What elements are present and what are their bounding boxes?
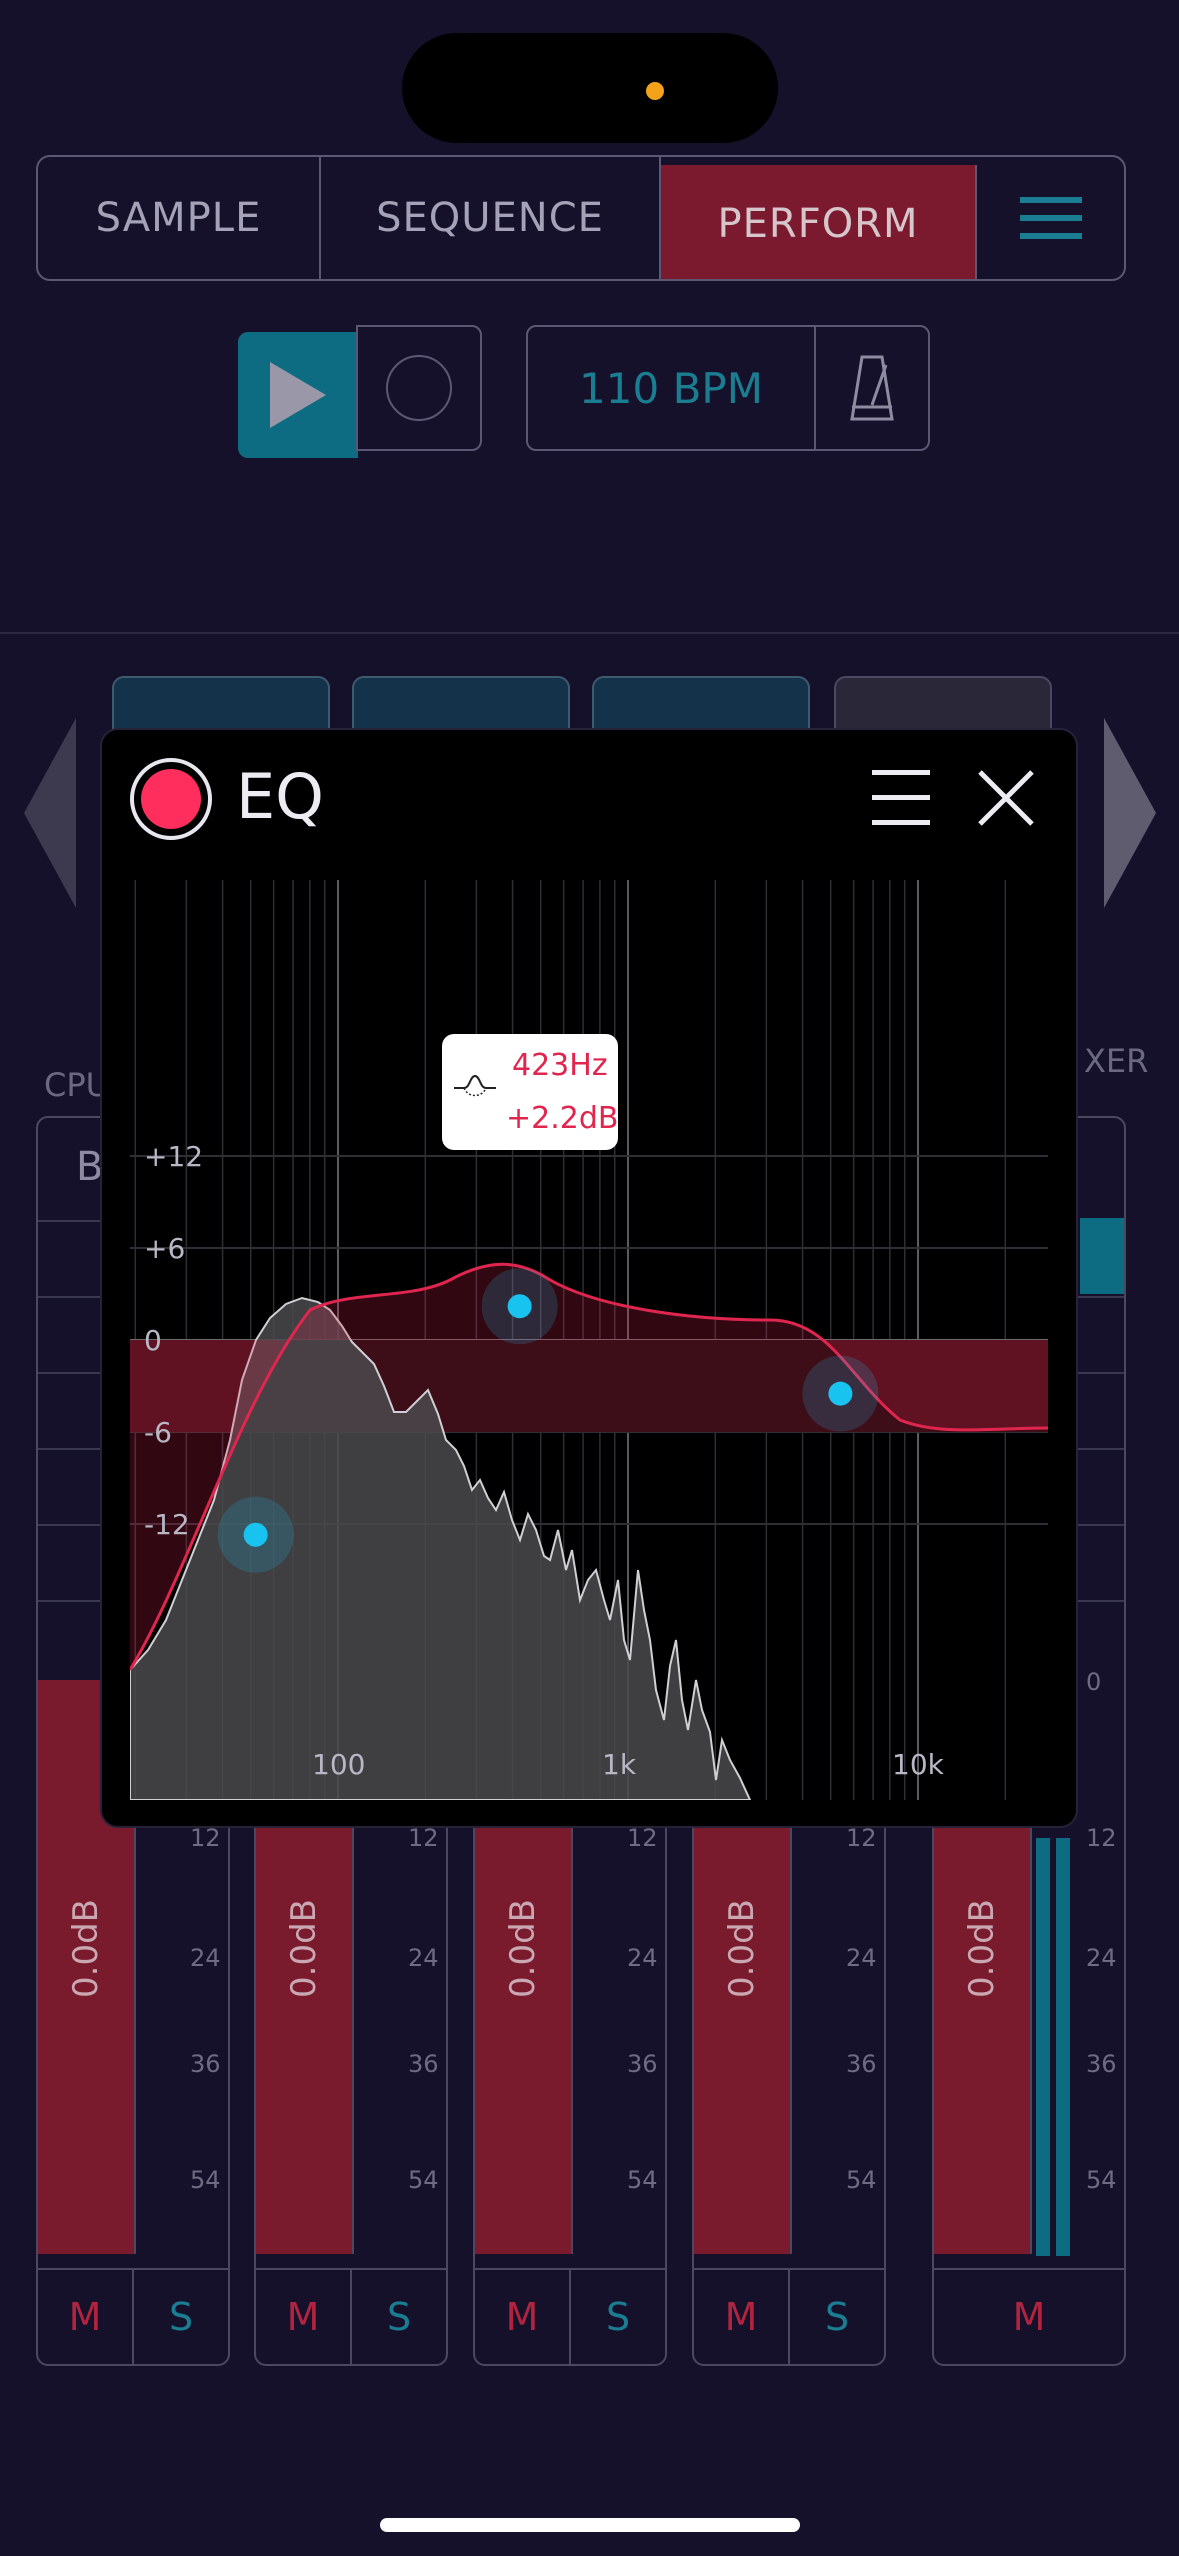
record-button[interactable] (356, 325, 482, 451)
record-icon (386, 355, 452, 421)
mute-button[interactable]: M (694, 2270, 790, 2364)
meter-scale-label: 12 (627, 1824, 658, 1852)
home-indicator (380, 2518, 800, 2532)
channel-label-partial: B (76, 1144, 104, 1190)
fader-level: 0.0dB (284, 1899, 324, 1998)
cpu-label: CPU (44, 1066, 110, 1104)
eq-band-node[interactable] (507, 1294, 532, 1319)
fader-level: 0.0dB (66, 1899, 106, 1998)
metronome-icon (850, 355, 894, 421)
fader-level: 0.0dB (722, 1899, 762, 1998)
meter-scale-label: 36 (627, 2050, 658, 2078)
eq-band-node[interactable] (243, 1522, 268, 1547)
tab-sequence[interactable]: SEQUENCE (321, 157, 661, 279)
eq-title: EQ (236, 760, 324, 833)
meter-scale-label: 54 (846, 2166, 877, 2194)
frequency-axis: 100 1k 10k (312, 1748, 945, 1781)
meter-scale-label: 36 (846, 2050, 877, 2078)
meter-scale-label: 12 (190, 1824, 221, 1852)
gain-tick-label: 0 (144, 1324, 162, 1357)
metronome-button[interactable] (814, 325, 930, 451)
solo-button[interactable]: S (824, 2295, 850, 2339)
mixer-label: XER (1084, 1042, 1149, 1080)
main-menu-button[interactable] (977, 157, 1124, 279)
fader-level: 0.0dB (503, 1899, 543, 1998)
solo-button[interactable]: S (386, 2295, 412, 2339)
section-divider (0, 632, 1179, 634)
solo-button[interactable]: S (605, 2295, 631, 2339)
master-meter-peak (1080, 1218, 1124, 1294)
eq-graph[interactable]: +12 +6 0 -6 -12 100 1k 10k (130, 880, 1048, 1800)
close-icon[interactable] (976, 768, 1036, 828)
mute-button[interactable]: M (1012, 2295, 1046, 2339)
previous-arrow-icon[interactable] (24, 718, 76, 908)
eq-band-node[interactable] (828, 1381, 853, 1406)
eq-menu-button[interactable] (872, 770, 930, 845)
mute-button[interactable]: M (256, 2270, 352, 2364)
meter-scale-label: 36 (190, 2050, 221, 2078)
fader-level: 0.0dB (962, 1899, 1002, 1998)
meter-scale-label: 12 (1086, 1824, 1117, 1852)
tab-sample[interactable]: SAMPLE (38, 157, 321, 279)
gain-tick-label: -6 (144, 1416, 172, 1449)
meter-scale-label: 24 (846, 1944, 877, 1972)
meter-scale-label: 54 (627, 2166, 658, 2194)
next-arrow-icon[interactable] (1104, 718, 1156, 908)
peak-filter-icon (454, 1074, 496, 1097)
eq-enable-toggle[interactable] (130, 758, 212, 840)
play-icon (270, 362, 326, 428)
meter-scale-label: 54 (190, 2166, 221, 2194)
level-meter-right (1056, 1838, 1070, 2256)
mute-button[interactable]: M (38, 2270, 134, 2364)
power-indicator-icon (141, 769, 201, 829)
hamburger-icon (1019, 185, 1082, 251)
meter-scale-label: 24 (627, 1944, 658, 1972)
solo-button[interactable]: S (168, 2295, 194, 2339)
eq-band-nodes (217, 1268, 879, 1573)
dynamic-island (402, 33, 778, 143)
hamburger-icon (872, 770, 930, 825)
level-meter-left (1036, 1838, 1050, 2256)
frequency-tick-label: 10k (892, 1748, 945, 1781)
meter-scale-label: 12 (846, 1824, 877, 1852)
meter-scale-label: 12 (408, 1824, 439, 1852)
privacy-indicator-dot (646, 82, 664, 100)
gain-tick-label: +6 (144, 1232, 185, 1265)
tooltip-frequency: 423Hz (512, 1048, 608, 1083)
play-button[interactable] (238, 332, 358, 458)
mode-tab-bar: SAMPLE SEQUENCE PERFORM (36, 155, 1126, 281)
meter-scale-label: 0 (1086, 1668, 1102, 1696)
mute-button[interactable]: M (475, 2270, 571, 2364)
meter-scale-label: 24 (408, 1944, 439, 1972)
spectrum-analyzer (130, 1296, 752, 1800)
meter-scale-label: 36 (1086, 2050, 1117, 2078)
gain-tick-label: +12 (144, 1140, 203, 1173)
tab-perform[interactable]: PERFORM (661, 165, 977, 279)
gain-axis: +12 +6 0 -6 -12 (144, 1140, 203, 1541)
meter-scale-label: 54 (408, 2166, 439, 2194)
frequency-tick-label: 1k (602, 1748, 637, 1781)
meter-scale-label: 36 (408, 2050, 439, 2078)
meter-scale-label: 24 (1086, 1944, 1117, 1972)
frequency-tick-label: 100 (312, 1748, 365, 1781)
meter-scale-label: 24 (190, 1944, 221, 1972)
eq-response-curve (130, 1262, 1048, 1671)
band-tooltip (442, 1034, 618, 1150)
gain-tick-label: -12 (144, 1508, 190, 1541)
tempo-button[interactable]: 110 BPM (526, 325, 816, 451)
meter-scale-label: 54 (1086, 2166, 1117, 2194)
tooltip-gain: +2.2dB (506, 1101, 619, 1136)
